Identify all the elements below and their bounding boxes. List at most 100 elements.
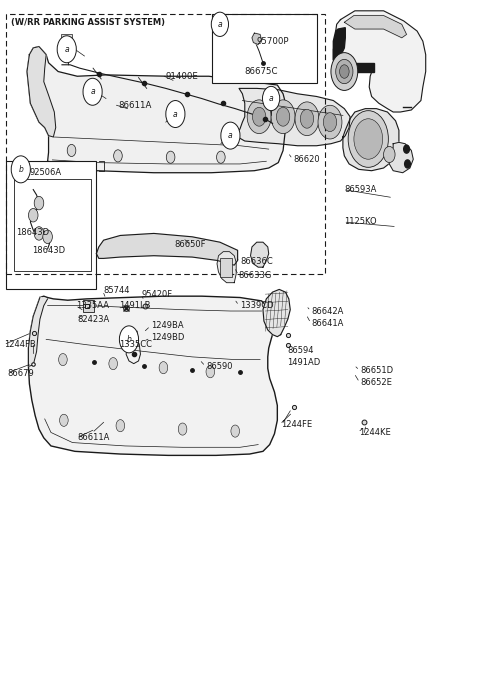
Text: 86594: 86594 [287, 345, 313, 355]
Circle shape [263, 87, 280, 111]
Text: b: b [127, 335, 132, 344]
Text: 1335AA: 1335AA [76, 301, 109, 310]
Polygon shape [27, 47, 287, 173]
Circle shape [339, 65, 349, 78]
Circle shape [300, 110, 314, 128]
Text: 1244FB: 1244FB [4, 340, 36, 349]
Polygon shape [333, 28, 345, 60]
Text: 86675C: 86675C [245, 67, 278, 76]
Text: 91400E: 91400E [166, 72, 199, 80]
Circle shape [34, 196, 44, 210]
Polygon shape [252, 33, 262, 45]
Text: 1244KE: 1244KE [359, 428, 390, 437]
Polygon shape [344, 16, 407, 38]
Circle shape [114, 150, 122, 162]
Text: 86620: 86620 [294, 155, 320, 164]
Circle shape [206, 366, 215, 378]
Polygon shape [251, 242, 269, 267]
Text: 18643D: 18643D [32, 246, 65, 255]
Text: 86590: 86590 [206, 362, 233, 371]
Text: 86651D: 86651D [360, 366, 394, 375]
Text: 86593A: 86593A [344, 185, 377, 194]
Text: 86611A: 86611A [118, 101, 151, 110]
Circle shape [166, 151, 175, 164]
Text: a: a [217, 20, 222, 29]
Text: a: a [269, 94, 274, 103]
Text: 1249BA: 1249BA [152, 321, 184, 331]
Text: 1244FE: 1244FE [281, 420, 312, 429]
Polygon shape [28, 297, 48, 366]
Polygon shape [27, 47, 56, 137]
Bar [6, 14, 324, 274]
Bar [6, 162, 96, 289]
Circle shape [276, 107, 290, 126]
Text: 1335CC: 1335CC [120, 340, 152, 349]
Text: 86650F: 86650F [174, 241, 206, 249]
Bar [220, 258, 232, 277]
Circle shape [221, 122, 240, 149]
Circle shape [60, 414, 68, 427]
Text: a: a [64, 45, 69, 54]
Text: 86652E: 86652E [360, 378, 393, 387]
Circle shape [159, 362, 168, 374]
Bar [14, 179, 91, 270]
Text: b: b [18, 165, 23, 174]
Circle shape [11, 156, 30, 183]
Circle shape [166, 101, 185, 128]
Circle shape [116, 420, 125, 432]
Circle shape [43, 230, 52, 243]
Polygon shape [28, 296, 277, 456]
Text: 1491AD: 1491AD [287, 358, 320, 367]
Polygon shape [217, 251, 236, 283]
Polygon shape [235, 89, 350, 146]
Circle shape [178, 423, 187, 435]
Text: 86633G: 86633G [239, 271, 272, 280]
Circle shape [211, 12, 228, 37]
Polygon shape [336, 63, 374, 72]
Text: 18643D: 18643D [16, 228, 49, 237]
Text: 86641A: 86641A [312, 318, 344, 328]
Bar [60, 34, 72, 48]
Text: 85744: 85744 [104, 286, 130, 295]
Polygon shape [343, 109, 399, 171]
Text: 95420F: 95420F [142, 289, 173, 299]
Text: (W/RR PARKING ASSIST SYSTEM): (W/RR PARKING ASSIST SYSTEM) [11, 18, 165, 28]
Circle shape [34, 226, 44, 240]
Text: a: a [90, 87, 95, 96]
Polygon shape [96, 233, 238, 265]
Circle shape [348, 111, 388, 168]
Circle shape [295, 102, 319, 136]
Circle shape [120, 326, 139, 353]
Circle shape [384, 147, 395, 163]
Circle shape [83, 78, 102, 105]
Text: a: a [173, 110, 178, 118]
Text: 82423A: 82423A [77, 314, 109, 324]
Text: 86611A: 86611A [77, 433, 109, 442]
Text: 92506A: 92506A [29, 168, 61, 177]
Text: 1125KO: 1125KO [344, 218, 377, 226]
Circle shape [231, 425, 240, 437]
Text: 95700P: 95700P [257, 37, 289, 46]
Circle shape [67, 145, 76, 157]
Text: 86679: 86679 [8, 368, 35, 378]
Circle shape [336, 59, 353, 84]
Circle shape [109, 358, 118, 370]
Bar [83, 300, 94, 312]
Text: 1249BD: 1249BD [152, 333, 185, 343]
Circle shape [323, 113, 336, 132]
Circle shape [57, 36, 76, 63]
Text: 1491LB: 1491LB [119, 301, 150, 310]
Polygon shape [333, 11, 426, 112]
Text: a: a [228, 131, 233, 140]
Circle shape [318, 105, 342, 139]
Polygon shape [263, 289, 290, 337]
Circle shape [59, 354, 67, 366]
Circle shape [216, 151, 225, 164]
Circle shape [252, 107, 266, 126]
Bar [212, 14, 317, 83]
Text: 86642A: 86642A [312, 306, 344, 316]
Circle shape [331, 53, 358, 91]
Circle shape [247, 100, 271, 134]
Circle shape [405, 160, 410, 168]
Polygon shape [389, 143, 413, 173]
